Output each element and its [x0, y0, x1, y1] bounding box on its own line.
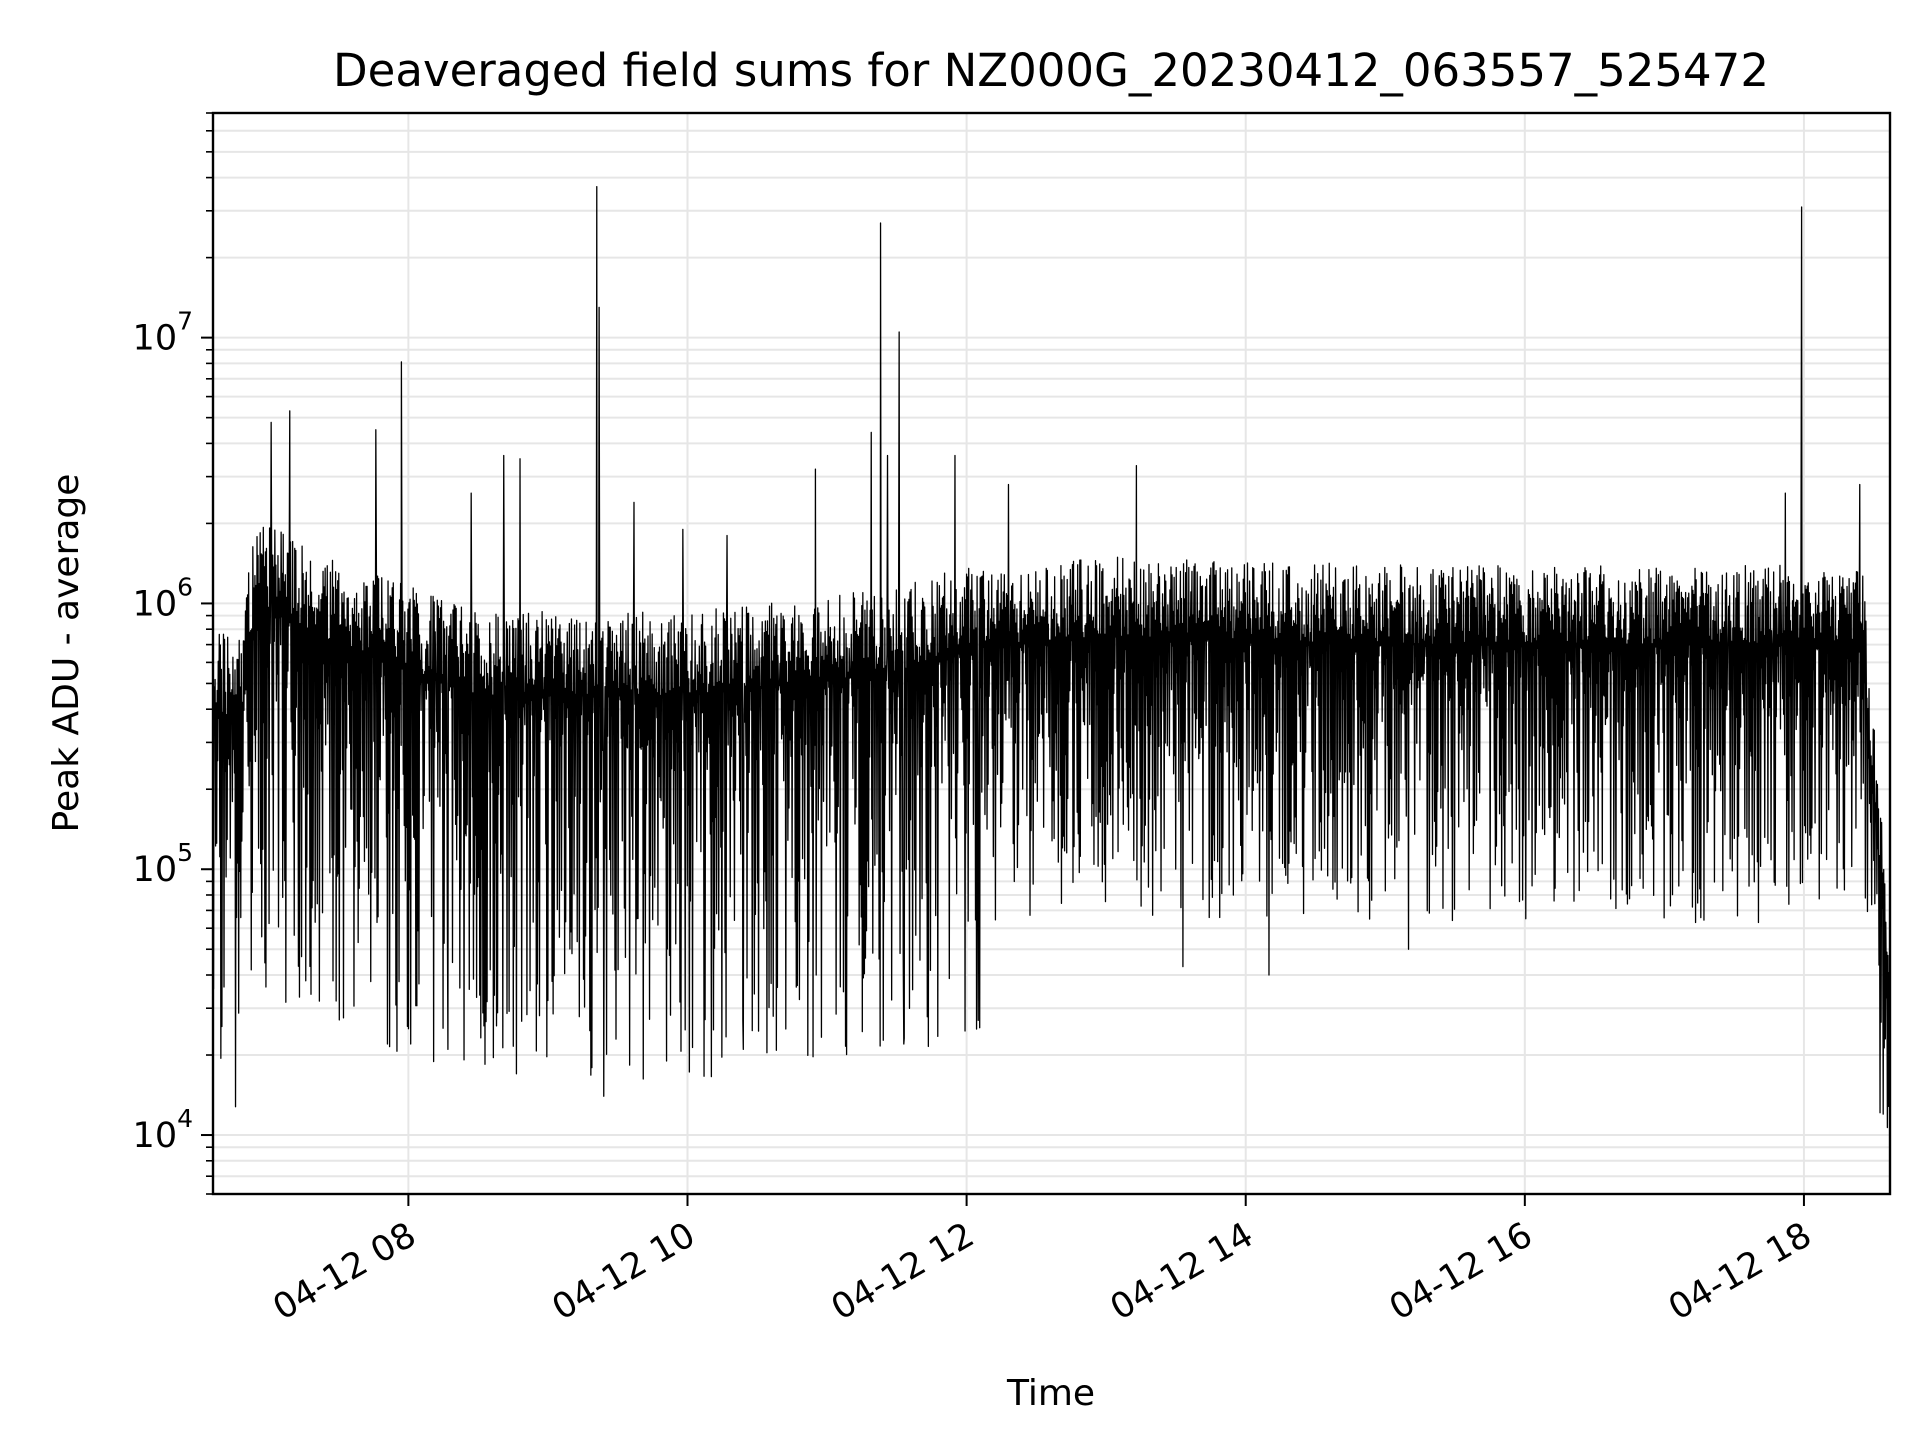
y-tick-label: 106 — [133, 572, 193, 624]
y-tick-label: 104 — [133, 1104, 193, 1156]
x-axis-label: Time — [1006, 1373, 1095, 1414]
plot-frame — [211, 111, 1892, 1196]
y-tick-base: 10 — [133, 584, 178, 624]
y-tick-label: 107 — [133, 307, 193, 359]
y-tick-base: 10 — [133, 1116, 178, 1156]
y-tick-base: 10 — [133, 319, 178, 359]
y-tick-exponent: 7 — [177, 307, 193, 336]
y-tick-exponent: 4 — [177, 1104, 193, 1133]
y-tick-label: 105 — [133, 838, 193, 890]
y-axis-label: Peak ADU - average — [46, 474, 87, 833]
y-tick-exponent: 6 — [177, 572, 193, 601]
series-line — [212, 185, 1891, 1129]
y-tick-exponent: 5 — [177, 838, 193, 867]
plot-series — [212, 185, 1891, 1129]
y-tick-base: 10 — [133, 850, 178, 890]
chart-title: Deaveraged field sums for NZ000G_2023041… — [333, 44, 1769, 97]
